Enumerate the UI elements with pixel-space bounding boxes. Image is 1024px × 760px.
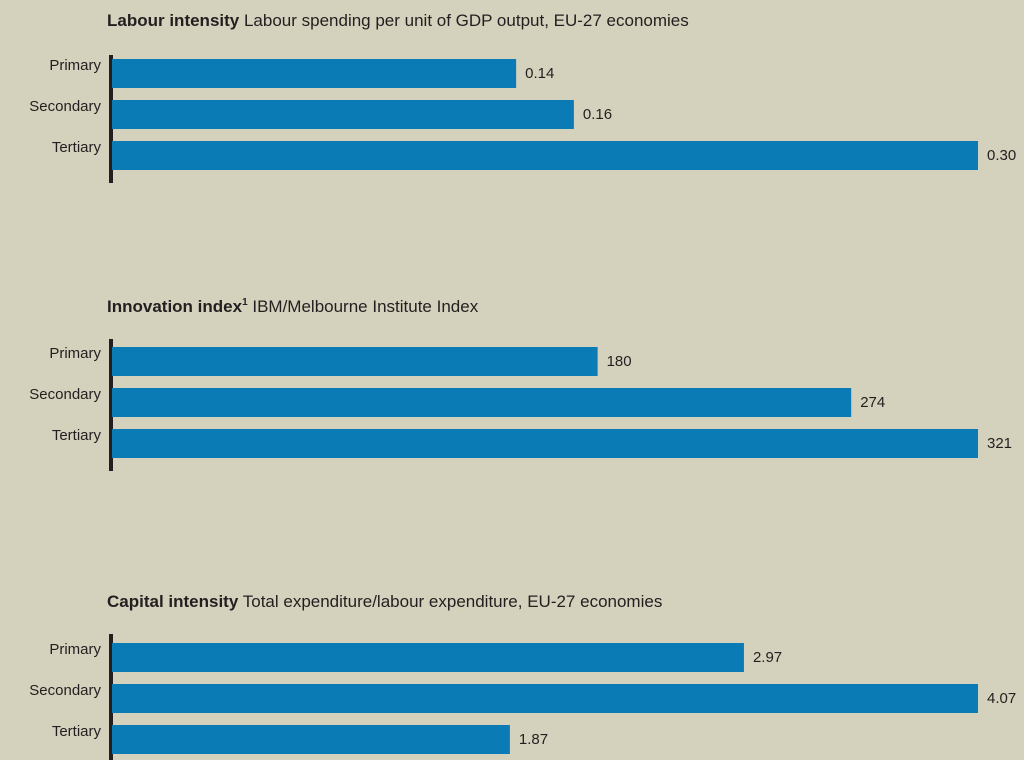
bar [112, 725, 510, 754]
category-label: Primary [49, 641, 101, 658]
chart-group-3: Primary 2.97 Secondary 4.07 Tertiary 1.87 [29, 634, 1016, 760]
value-label: 0.30 [987, 147, 1016, 164]
bar [112, 141, 978, 170]
chart-subtitle: Total expenditure/labour expenditure, EU… [242, 592, 663, 611]
chart-title: Labour intensity [107, 11, 240, 30]
category-label: Secondary [29, 386, 101, 403]
innovation-index-title-block: Innovation index1 IBM/Melbourne Institut… [107, 297, 478, 317]
chart-title: Capital intensity [107, 592, 239, 611]
footnote-marker: 1 [242, 297, 248, 308]
value-label: 2.97 [753, 649, 782, 666]
bar [112, 100, 574, 129]
category-label: Secondary [29, 682, 101, 699]
bar [112, 684, 978, 713]
value-label: 0.14 [525, 65, 554, 82]
bar [112, 429, 978, 458]
category-label: Primary [49, 345, 101, 362]
chart-subtitle: IBM/Melbourne Institute Index [252, 297, 479, 316]
category-label: Primary [49, 57, 101, 74]
value-label: 4.07 [987, 690, 1016, 707]
category-label: Tertiary [52, 139, 102, 156]
category-label: Secondary [29, 98, 101, 115]
labour-intensity-title-block: Labour intensity Labour spending per uni… [107, 11, 689, 31]
bar [112, 347, 598, 376]
category-label: Tertiary [52, 427, 102, 444]
bar [112, 388, 852, 417]
chart-title: Innovation index [107, 297, 243, 316]
chart-group-1: Primary 0.14 Secondary 0.16 Tertiary 0.30 [29, 55, 1016, 183]
value-label: 1.87 [519, 731, 548, 748]
category-label: Tertiary [52, 723, 102, 740]
bar [112, 643, 744, 672]
value-label: 180 [607, 353, 632, 370]
chart-subtitle: Labour spending per unit of GDP output, … [243, 11, 689, 30]
capital-intensity-title-block: Capital intensity Total expenditure/labo… [107, 592, 662, 612]
value-label: 274 [860, 394, 885, 411]
value-label: 0.16 [583, 106, 612, 123]
bar [112, 59, 517, 88]
value-label: 321 [987, 435, 1012, 452]
chart-group-2: Primary 180 Secondary 274 Tertiary 321 [29, 339, 1012, 471]
